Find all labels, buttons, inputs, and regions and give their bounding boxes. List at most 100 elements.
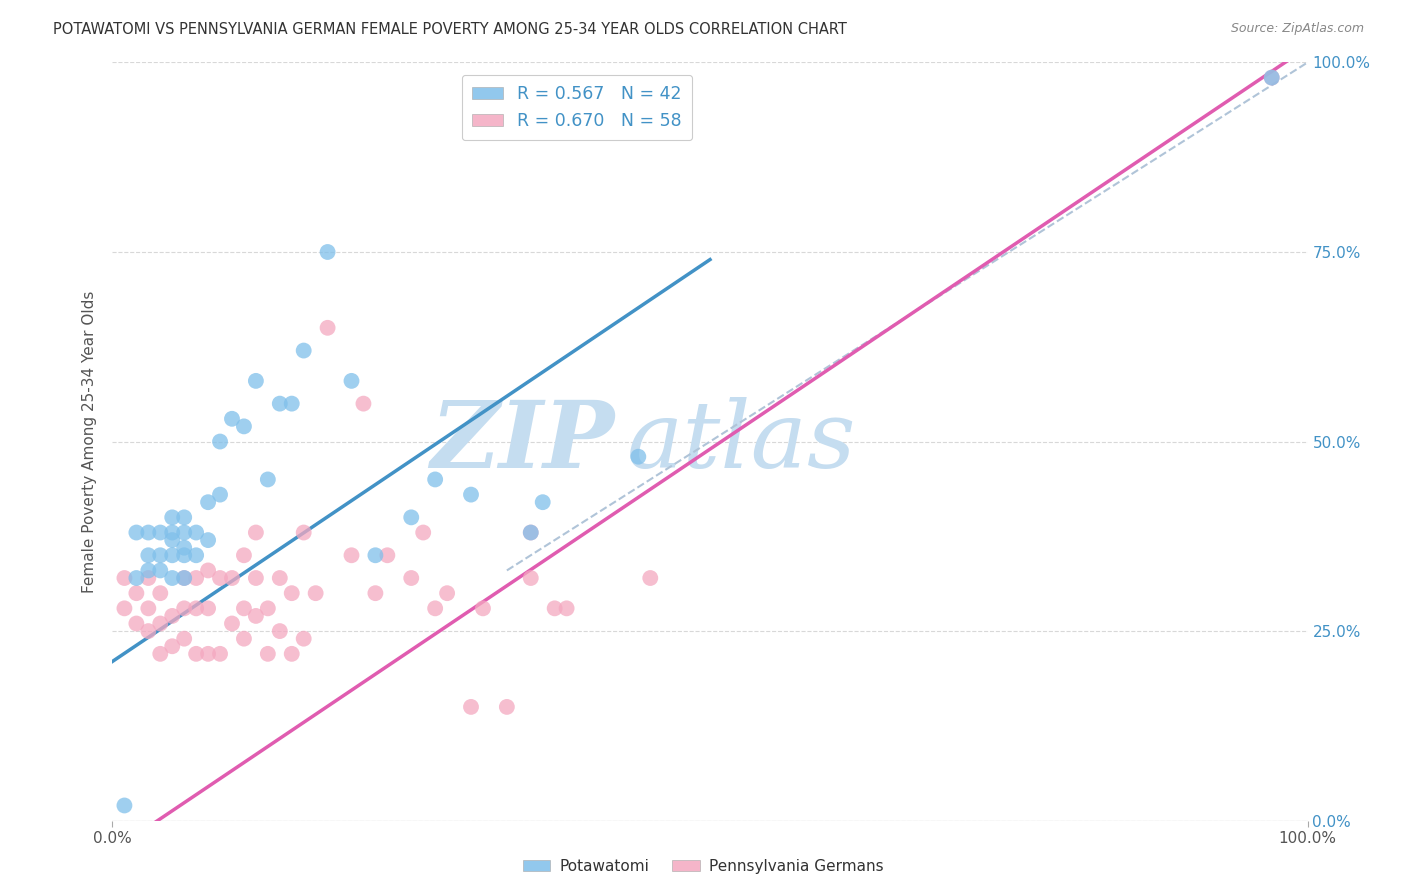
Point xyxy=(162,608,183,623)
Point xyxy=(316,244,339,259)
Point xyxy=(520,525,543,540)
Point xyxy=(173,571,195,585)
Point xyxy=(281,586,304,600)
Point xyxy=(269,396,291,410)
Point xyxy=(1261,70,1284,85)
Point xyxy=(543,601,565,615)
Point xyxy=(138,571,160,585)
Point xyxy=(209,571,232,585)
Point xyxy=(221,616,243,631)
Point xyxy=(197,495,219,509)
Point xyxy=(197,647,219,661)
Point xyxy=(149,564,172,578)
Text: atlas: atlas xyxy=(627,397,856,486)
Point xyxy=(186,548,208,563)
Point xyxy=(257,601,280,615)
Point xyxy=(245,525,267,540)
Point xyxy=(316,320,339,334)
Point xyxy=(520,571,543,585)
Point xyxy=(186,601,208,615)
Point xyxy=(281,647,304,661)
Point xyxy=(257,647,280,661)
Point xyxy=(114,798,135,813)
Point xyxy=(340,548,363,563)
Point xyxy=(173,525,195,540)
Point xyxy=(245,608,267,623)
Point xyxy=(269,624,291,639)
Point xyxy=(162,639,183,653)
Point xyxy=(425,473,447,487)
Text: POTAWATOMI VS PENNSYLVANIA GERMAN FEMALE POVERTY AMONG 25-34 YEAR OLDS CORRELATI: POTAWATOMI VS PENNSYLVANIA GERMAN FEMALE… xyxy=(53,22,848,37)
Point xyxy=(377,548,399,563)
Point xyxy=(125,525,148,540)
Y-axis label: Female Poverty Among 25-34 Year Olds: Female Poverty Among 25-34 Year Olds xyxy=(82,291,97,592)
Point xyxy=(281,396,304,410)
Point xyxy=(233,632,256,646)
Legend: Potawatomi, Pennsylvania Germans: Potawatomi, Pennsylvania Germans xyxy=(516,853,890,880)
Point xyxy=(269,571,291,585)
Point xyxy=(640,571,662,585)
Point xyxy=(472,601,495,615)
Point xyxy=(292,343,315,358)
Point xyxy=(292,632,315,646)
Point xyxy=(412,525,434,540)
Point xyxy=(138,601,160,615)
Point xyxy=(186,571,208,585)
Point xyxy=(138,564,160,578)
Point xyxy=(555,601,578,615)
Point xyxy=(197,533,219,548)
Point xyxy=(305,586,328,600)
Point xyxy=(531,495,554,509)
Point xyxy=(173,601,195,615)
Point xyxy=(401,571,423,585)
Point xyxy=(149,586,172,600)
Point xyxy=(114,601,135,615)
Point xyxy=(496,699,519,714)
Point xyxy=(425,601,447,615)
Point xyxy=(197,564,219,578)
Point xyxy=(352,396,374,410)
Point xyxy=(138,624,160,639)
Point xyxy=(245,571,267,585)
Point xyxy=(173,510,195,524)
Point xyxy=(401,510,423,524)
Point xyxy=(364,548,387,563)
Point xyxy=(125,586,148,600)
Point xyxy=(138,548,160,563)
Point xyxy=(149,647,172,661)
Point xyxy=(173,571,195,585)
Point xyxy=(125,616,148,631)
Point xyxy=(173,548,195,563)
Point xyxy=(186,647,208,661)
Point xyxy=(460,699,482,714)
Point xyxy=(233,419,256,434)
Point xyxy=(138,525,160,540)
Point xyxy=(186,525,208,540)
Point xyxy=(460,487,482,501)
Point xyxy=(149,525,172,540)
Point xyxy=(245,374,267,388)
Point xyxy=(340,374,363,388)
Point xyxy=(173,541,195,555)
Point xyxy=(114,571,135,585)
Text: Source: ZipAtlas.com: Source: ZipAtlas.com xyxy=(1230,22,1364,36)
Point xyxy=(197,601,219,615)
Legend: R = 0.567   N = 42, R = 0.670   N = 58: R = 0.567 N = 42, R = 0.670 N = 58 xyxy=(461,75,692,140)
Point xyxy=(149,616,172,631)
Point xyxy=(162,510,183,524)
Point xyxy=(221,571,243,585)
Point xyxy=(233,601,256,615)
Point xyxy=(162,571,183,585)
Point xyxy=(1261,70,1284,85)
Point xyxy=(162,548,183,563)
Point xyxy=(436,586,458,600)
Point xyxy=(520,525,543,540)
Point xyxy=(221,412,243,426)
Point xyxy=(627,450,650,464)
Point xyxy=(233,548,256,563)
Point xyxy=(162,533,183,548)
Point xyxy=(173,632,195,646)
Point xyxy=(209,487,232,501)
Point xyxy=(364,586,387,600)
Text: ZIP: ZIP xyxy=(430,397,614,486)
